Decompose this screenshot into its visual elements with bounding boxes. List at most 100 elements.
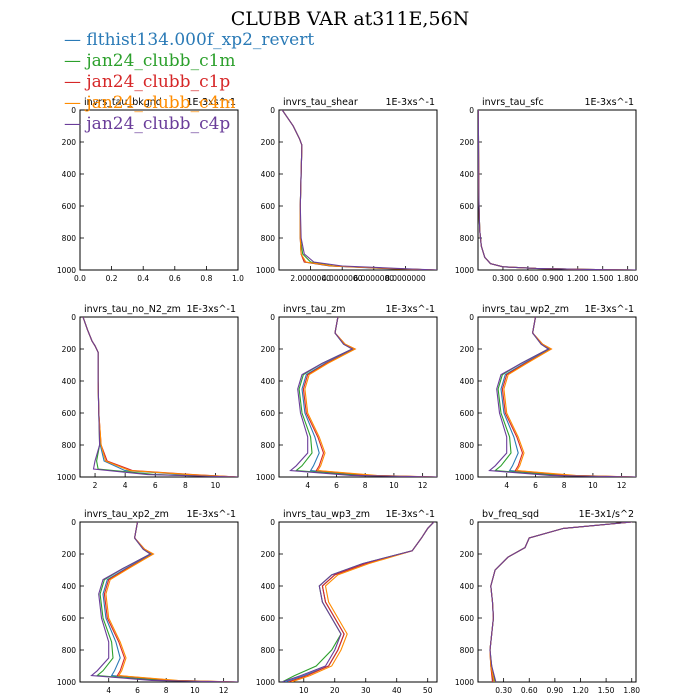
series-line-c1m — [281, 522, 435, 682]
plot-frame — [79, 316, 239, 478]
panel-title: invrs_tau_zm — [283, 304, 345, 315]
plot-frame — [477, 316, 637, 478]
series-line-c4m — [489, 522, 632, 682]
series-line-c4p — [478, 110, 636, 270]
y-tick-label: 800 — [261, 441, 276, 450]
y-tick-label: 600 — [62, 202, 77, 211]
panel-1: invrs_tau_bkgnd 1E-3xs^-1 0 200 400 600 800 100… — [57, 97, 244, 283]
x-tick-label: 0.900 — [542, 274, 564, 283]
panel-units: 1E-3xs^-1 — [186, 509, 236, 520]
series-line-c4p — [90, 522, 238, 682]
panel-4: invrs_tau_no_N2_zm 1E-3xs^-1 0 200 400 600 800… — [57, 304, 239, 490]
series-line-c1p — [501, 317, 636, 477]
series-line-c1p — [302, 317, 437, 477]
series-line-c4m — [304, 317, 437, 477]
y-tick-label: 0 — [270, 313, 275, 322]
series-line-c4p — [281, 110, 437, 270]
panel-2: invrs_tau_shear 1E-3xs^-1 0 200 400 600 800 100… — [256, 97, 438, 283]
y-tick-label: 600 — [261, 614, 276, 623]
panel-title: invrs_tau_wp3_zm — [283, 509, 370, 520]
x-tick-label: 8.0000000 — [385, 274, 426, 283]
series-line-c1m — [95, 522, 238, 682]
y-tick-label: 400 — [261, 170, 276, 179]
x-tick-label: 0.6 — [169, 274, 181, 283]
y-tick-label: 800 — [460, 234, 475, 243]
x-tick-label: 10 — [211, 481, 221, 490]
panel-units: 1E-3xs^-1 — [584, 97, 634, 108]
series-line-c4m — [82, 317, 238, 477]
series-line-c1m — [82, 317, 238, 477]
x-tick-label: 0.2 — [106, 274, 118, 283]
y-tick-label: 1000 — [256, 266, 275, 275]
y-tick-label: 0 — [270, 106, 275, 115]
x-tick-label: 6 — [153, 481, 158, 490]
x-tick-label: 8 — [363, 481, 368, 490]
y-tick-label: 1000 — [455, 473, 474, 482]
x-tick-label: 1.20 — [572, 686, 589, 695]
series-line-c1m — [294, 317, 437, 477]
x-tick-label: 6 — [334, 481, 339, 490]
series-line-fltv — [478, 110, 636, 270]
y-tick-label: 0 — [71, 313, 76, 322]
series-line-c4m — [105, 522, 238, 682]
series-line-c1m — [493, 317, 636, 477]
series-line-c4p — [281, 522, 435, 682]
y-tick-label: 200 — [62, 550, 77, 559]
y-tick-label: 800 — [62, 646, 77, 655]
x-tick-label: 12 — [418, 481, 428, 490]
series-line-c1m — [489, 522, 632, 682]
series-line-fltv — [102, 522, 238, 682]
legend-item-c1m: — jan24_clubb_c1m — [64, 51, 314, 72]
x-tick-label: 10 — [190, 686, 200, 695]
legend-marker: — — [64, 30, 87, 50]
x-tick-label: 10 — [299, 686, 309, 695]
y-tick-label: 800 — [460, 441, 475, 450]
series-line-c1p — [489, 522, 632, 682]
x-tick-label: 4 — [106, 686, 111, 695]
y-tick-label: 1000 — [256, 678, 275, 687]
panel-units: 1E-3x1/s^2 — [579, 509, 634, 520]
plot-frame — [477, 109, 637, 271]
y-tick-label: 0 — [270, 518, 275, 527]
panel-9: bv_freq_sqd 1E-3x1/s^2 0 200 400 600 800 1000 0.… — [455, 509, 640, 695]
x-tick-label: 20 — [330, 686, 340, 695]
y-tick-label: 1000 — [455, 678, 474, 687]
legend-item-c1p: — jan24_clubb_c1p — [64, 72, 314, 93]
x-tick-label: 0.0 — [74, 274, 86, 283]
legend: — flthist134.000f_xp2_revert — jan24_clu… — [64, 30, 314, 135]
y-tick-label: 600 — [261, 409, 276, 418]
x-tick-label: 12 — [219, 686, 229, 695]
panel-5: invrs_tau_zm 1E-3xs^-1 0 200 400 600 800 1000 4 6… — [256, 304, 438, 490]
x-tick-label: 8 — [562, 481, 567, 490]
x-tick-label: 50 — [423, 686, 433, 695]
y-tick-label: 200 — [460, 550, 475, 559]
y-tick-label: 200 — [62, 345, 77, 354]
x-tick-label: 0.60 — [521, 686, 538, 695]
x-tick-label: 0.300 — [492, 274, 514, 283]
y-tick-label: 800 — [62, 234, 77, 243]
legend-marker: — — [64, 114, 87, 134]
series-line-fltv — [285, 522, 435, 682]
x-tick-label: 8 — [183, 481, 188, 490]
x-tick-label: 4 — [305, 481, 310, 490]
series-line-fltv — [82, 317, 238, 477]
y-tick-label: 1000 — [256, 473, 275, 482]
y-tick-label: 800 — [62, 441, 77, 450]
x-tick-label: 1.500 — [592, 274, 614, 283]
y-tick-label: 1000 — [57, 678, 76, 687]
legend-label: flthist134.000f_xp2_revert — [86, 30, 315, 50]
legend-item-c4p: — jan24_clubb_c4p — [64, 114, 314, 135]
panel-title: invrs_tau_shear — [283, 97, 358, 108]
legend-item-fltv: — flthist134.000f_xp2_revert — [64, 30, 314, 51]
plot-frame — [79, 109, 239, 271]
chart-title: CLUBB VAR at311E,56N — [230, 8, 470, 30]
panel-6: invrs_tau_wp2_zm 1E-3xs^-1 0 200 400 600 800 10… — [455, 304, 637, 490]
series-line-fltv — [301, 317, 437, 477]
plot-frame — [278, 316, 438, 478]
series-line-c4m — [291, 522, 435, 682]
plot-frame — [278, 521, 438, 683]
y-tick-label: 0 — [71, 518, 76, 527]
panel-units: 1E-3xs^-1 — [584, 304, 634, 315]
series-line-fltv — [500, 317, 636, 477]
legend-label: jan24_clubb_c1m — [86, 51, 236, 71]
